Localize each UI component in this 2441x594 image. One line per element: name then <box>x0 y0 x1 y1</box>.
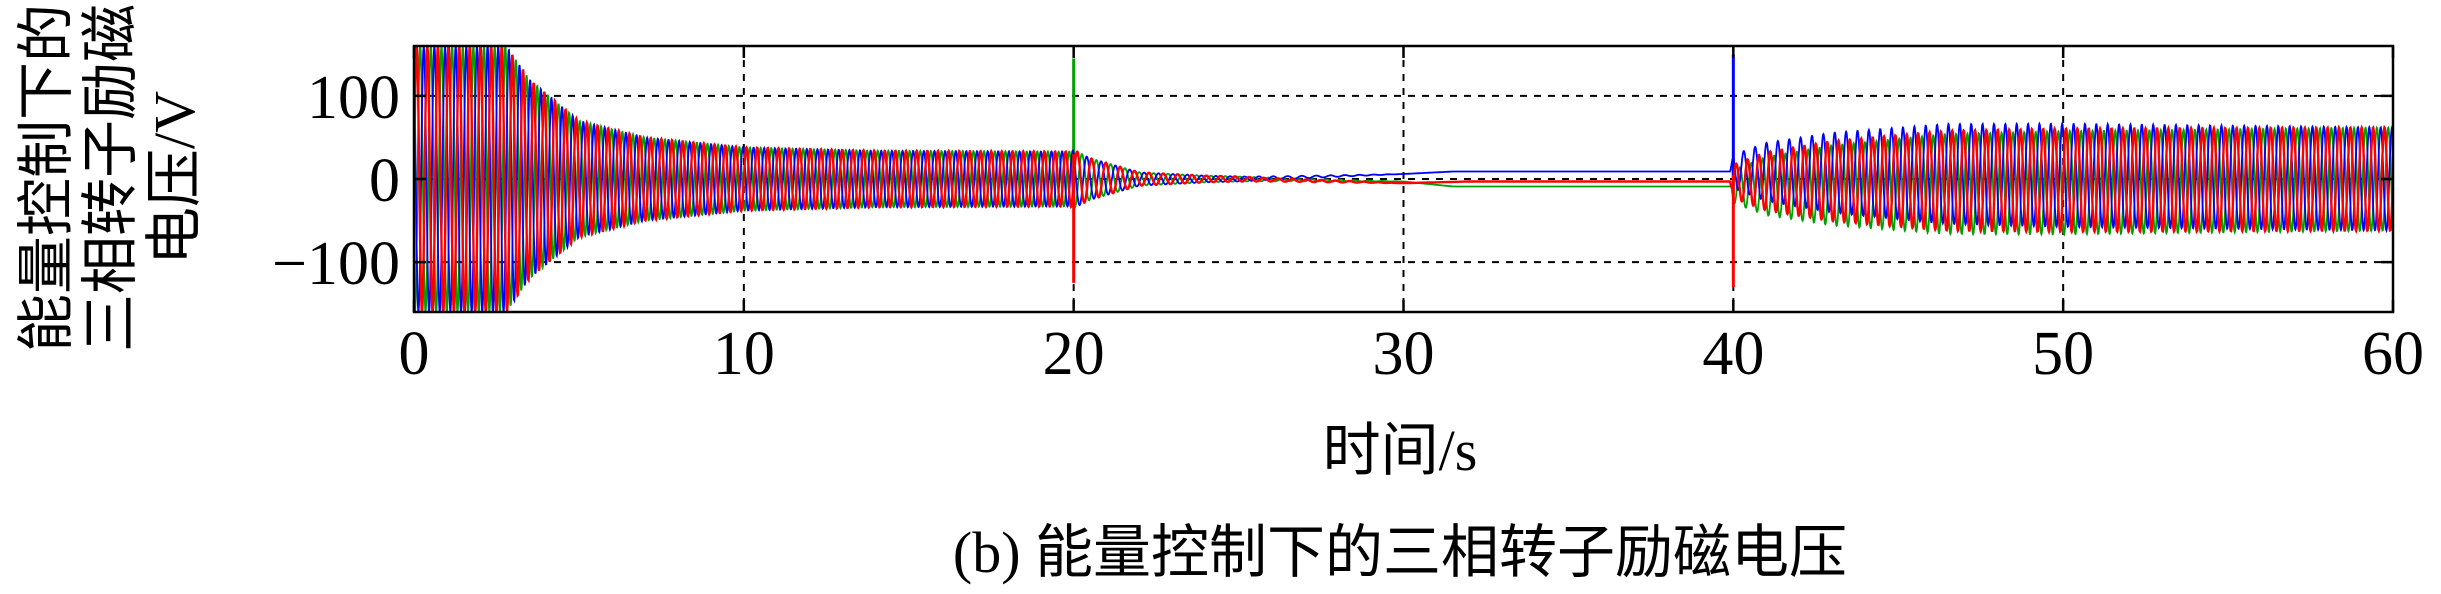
trace-phase-b <box>414 46 2393 312</box>
y-axis-label-line-3: 电压/V <box>142 91 207 265</box>
trace-phase-a <box>414 46 2393 312</box>
figure-caption: (b) 能量控制下的三相转子励磁电压 <box>953 520 1847 585</box>
x-tick-label-5: 50 <box>2032 320 2094 388</box>
x-axis-label: 时间/s <box>1323 418 1478 483</box>
x-tick-label-2: 20 <box>1043 320 1105 388</box>
y-tick-label-0: −100 <box>272 230 400 298</box>
series-traces <box>414 46 2393 312</box>
x-tick-label-3: 30 <box>1373 320 1435 388</box>
x-tick-label-6: 60 <box>2362 320 2424 388</box>
trace-phase-c <box>414 46 2393 312</box>
x-tick-label-1: 10 <box>713 320 775 388</box>
axis-ticks: 0 10 20 30 40 50 60 −100 0 100 <box>272 46 2424 388</box>
y-axis-label-line-1: 能量控制下的 <box>14 4 79 352</box>
x-tick-label-0: 0 <box>399 320 430 388</box>
x-tick-label-4: 40 <box>1702 320 1764 388</box>
y-axis-label-line-2: 三相转子励磁 <box>78 4 143 352</box>
y-tick-label-2: 100 <box>307 64 400 132</box>
y-tick-label-1: 0 <box>369 147 400 215</box>
series-phase-a <box>414 46 2393 312</box>
